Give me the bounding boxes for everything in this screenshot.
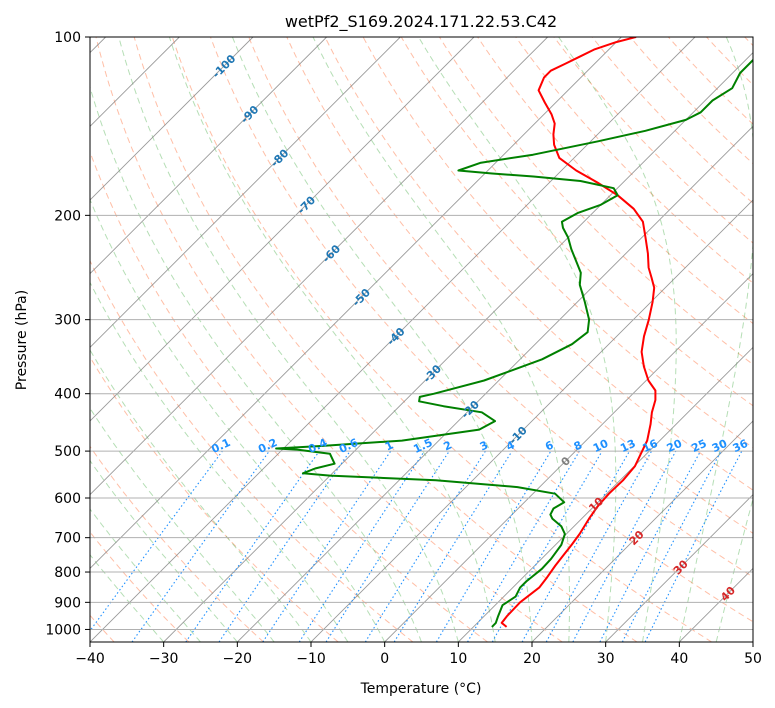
mixing-ratio-line: [545, 450, 653, 642]
dry-adiabat-line: [629, 37, 753, 165]
y-tick-label: 500: [54, 444, 81, 460]
x-axis-label: Temperature (°C): [360, 681, 482, 697]
x-tick-label: 20: [523, 651, 541, 667]
y-tick-label: 700: [54, 531, 81, 547]
mixing-ratio-line: [393, 450, 513, 642]
mixing-ratio-line: [262, 450, 392, 642]
moist-adiabat-line: [90, 198, 386, 642]
mixing-ratio-line: [90, 450, 223, 632]
moist-adiabat-line: [90, 85, 422, 642]
moist-adiabat-line: [90, 508, 201, 642]
mixing-ratio-label: 10: [591, 437, 611, 455]
y-tick-label: 900: [54, 595, 81, 611]
plot-area: -100-90-80-70-60-50-40-30-20-10010203040…: [90, 37, 753, 642]
mixing-ratio-line: [131, 450, 270, 642]
dry-adiabat-line: [133, 37, 638, 642]
y-tick-label: 200: [54, 208, 81, 224]
x-tick-label: 0: [380, 651, 389, 667]
isotherm-line: [531, 420, 753, 642]
plot-frame: [89, 36, 754, 643]
mixing-ratio-label: 13: [618, 437, 637, 455]
moist-adiabat-line: [312, 37, 570, 642]
moist-adiabat-line: [90, 281, 349, 642]
pressure-gridlines: [90, 37, 753, 630]
mixing-ratio-label: 16: [640, 437, 660, 455]
y-tick-label: 600: [54, 491, 81, 507]
mixing-ratio-line: [521, 450, 630, 642]
isotherm-line: [605, 494, 753, 642]
chart-title: wetPf2_S169.2024.171.22.53.C42: [285, 12, 557, 32]
mixing-ratio-line: [572, 450, 677, 642]
isotherm-line: [163, 52, 753, 642]
y-tick-label: 300: [54, 313, 81, 329]
profile-series: [275, 37, 753, 628]
dry-adiabat-line: [95, 37, 563, 642]
isotherm-line: [90, 37, 696, 642]
x-tick-label: −10: [296, 651, 326, 667]
moist-adiabat-line: [678, 37, 753, 642]
dry-adiabat-line: [400, 37, 753, 407]
moist-adiabat-line: [90, 554, 165, 642]
moist-adiabats: [90, 37, 753, 642]
y-tick-label: 400: [54, 387, 81, 403]
isotherm-line: [384, 273, 753, 642]
dry-adiabat-line: [90, 259, 414, 642]
x-tick-label: 10: [449, 651, 467, 667]
isotherm-line: [310, 199, 753, 642]
mixing-ratio-line: [298, 450, 425, 642]
moist-adiabat-line: [90, 459, 238, 642]
moist-adiabat-line: [231, 37, 533, 642]
moist-adiabat-line: [90, 407, 275, 642]
moist-adiabat-line: [558, 37, 677, 642]
y-tick-label: 100: [54, 30, 81, 46]
x-tick-label: 40: [670, 651, 688, 667]
x-tick-label: 50: [744, 651, 762, 667]
mixing-ratio-label: 30: [710, 437, 730, 455]
mixing-ratio-label: 36: [731, 437, 751, 455]
isotherm-line: [90, 37, 254, 201]
x-tick-label: 30: [597, 651, 615, 667]
mixing-ratio-line: [185, 450, 320, 642]
mixing-ratio-line: [218, 450, 351, 642]
y-tick-label: 800: [54, 565, 81, 581]
moist-adiabat-line: [715, 497, 753, 642]
mixing-ratio-label: 20: [665, 437, 685, 455]
dry-adiabat-line: [90, 445, 264, 642]
isotherm-line: [90, 37, 475, 422]
x-tick-label: −30: [149, 651, 179, 667]
isotherm-line: [90, 37, 622, 569]
dry-adiabat-line: [591, 37, 753, 204]
mixing-ratio-label: 25: [689, 437, 708, 455]
mixing-ratio-line: [644, 450, 743, 642]
isotherm-line: [90, 37, 401, 348]
mixing-ratio-line: [325, 450, 450, 642]
dewpoint-profile-line: [275, 58, 753, 628]
dry-adiabat-line: [515, 37, 753, 284]
y-axis-label: Pressure (hPa): [14, 290, 30, 390]
isotherm-line: [90, 37, 548, 496]
isotherm-line: [90, 37, 327, 275]
moist-adiabat-line: [168, 37, 496, 642]
isotherm-line: [237, 125, 753, 642]
temperature-profile-line: [500, 37, 657, 628]
isotherms: [90, 37, 753, 642]
dry-adiabat-line: [171, 37, 712, 642]
mixing-ratio-lines: [90, 450, 743, 642]
dry-adiabat-line: [324, 37, 753, 491]
x-axis-ticks: −40 −30 −20 −10 0 10 20 30 40 50: [75, 642, 762, 667]
dry-adiabat-line: [248, 37, 753, 578]
dry-adiabat-line: [210, 37, 753, 623]
y-tick-label: 1000: [45, 622, 81, 638]
x-tick-label: −40: [75, 651, 105, 667]
x-tick-label: −20: [223, 651, 253, 667]
isotherm-line: [458, 346, 753, 642]
y-axis-ticks: 100 200 300 400 500 600 700 800 900 1000: [45, 30, 90, 638]
